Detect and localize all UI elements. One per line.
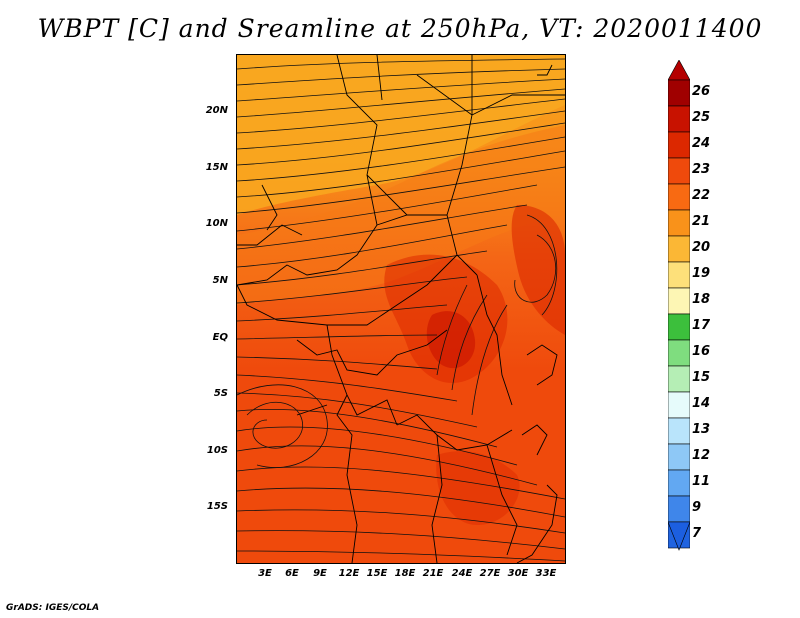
- map-title: WBPT [C] and Sreamline at 250hPa, VT: 20…: [37, 14, 763, 43]
- footer-credit: GrADS: IGES/COLA: [6, 603, 100, 613]
- colorbar: [668, 60, 690, 551]
- lon-label: 9E: [313, 568, 327, 579]
- colorbar-box: [668, 339, 690, 367]
- colorbar-label: 12: [692, 448, 711, 463]
- lon-label: 24E: [451, 568, 473, 579]
- colorbar-box: [668, 131, 690, 159]
- colorbar-label: 19: [692, 266, 711, 281]
- colorbar-label: 24: [692, 136, 711, 151]
- colorbar-label: 22: [692, 188, 711, 203]
- lon-label: 33E: [535, 568, 557, 579]
- map-canvas: [237, 55, 565, 563]
- lon-label: 27E: [479, 568, 501, 579]
- colorbar-box: [668, 391, 690, 419]
- colorbar-max-arrow: [668, 60, 690, 81]
- colorbar-box: [668, 79, 690, 107]
- colorbar-box: [668, 183, 690, 211]
- lon-label: 6E: [285, 568, 299, 579]
- colorbar-box: [668, 209, 690, 237]
- lat-label: 10S: [206, 445, 228, 456]
- colorbar-label: 15: [692, 370, 711, 385]
- wbpt-core-east: [511, 205, 565, 335]
- colorbar-label: 17: [692, 318, 711, 333]
- colorbar-label: 23: [692, 162, 711, 177]
- colorbar-label: 11: [692, 474, 711, 489]
- lon-label: 18E: [394, 568, 416, 579]
- colorbar-label: 26: [692, 84, 711, 99]
- colorbar-box: [668, 287, 690, 315]
- country-borders: [237, 55, 565, 563]
- colorbar-box: [668, 469, 690, 497]
- lon-label: 15E: [366, 568, 388, 579]
- colorbar-box: [668, 365, 690, 393]
- lat-label: 5S: [213, 388, 228, 399]
- colorbar-box: [668, 417, 690, 445]
- lon-label: 21E: [422, 568, 444, 579]
- wbpt-core-25: [426, 311, 476, 369]
- colorbar-label: 18: [692, 292, 711, 307]
- colorbar-box: [668, 495, 690, 523]
- lat-label: 15S: [206, 501, 228, 512]
- map-panel: [236, 54, 566, 564]
- lon-label: 12E: [338, 568, 360, 579]
- colorbar-label: 9: [692, 500, 702, 515]
- wbpt-core-south: [436, 451, 520, 525]
- lat-label: 20N: [205, 105, 228, 116]
- colorbar-label: 14: [692, 396, 711, 411]
- colorbar-box: [668, 313, 690, 341]
- colorbar-box: [668, 261, 690, 289]
- colorbar-box: [668, 105, 690, 133]
- lat-label: 5N: [212, 275, 228, 286]
- colorbar-box: [668, 157, 690, 185]
- colorbar-label: 25: [692, 110, 711, 125]
- wbpt-band-22: [237, 125, 565, 305]
- lon-label: 30E: [507, 568, 529, 579]
- colorbar-label: 16: [692, 344, 711, 359]
- colorbar-label: 7: [692, 526, 702, 541]
- lat-label: 15N: [205, 162, 228, 173]
- colorbar-label: 20: [692, 240, 711, 255]
- colorbar-box: [668, 235, 690, 263]
- colorbar-label: 13: [692, 422, 711, 437]
- colorbar-label: 21: [692, 214, 711, 229]
- colorbar-box: [668, 443, 690, 471]
- lat-label: EQ: [212, 332, 228, 343]
- streamlines: [237, 58, 565, 562]
- colorbar-min-arrow: [668, 521, 690, 551]
- lat-label: 10N: [205, 218, 228, 229]
- lon-label: 3E: [258, 568, 272, 579]
